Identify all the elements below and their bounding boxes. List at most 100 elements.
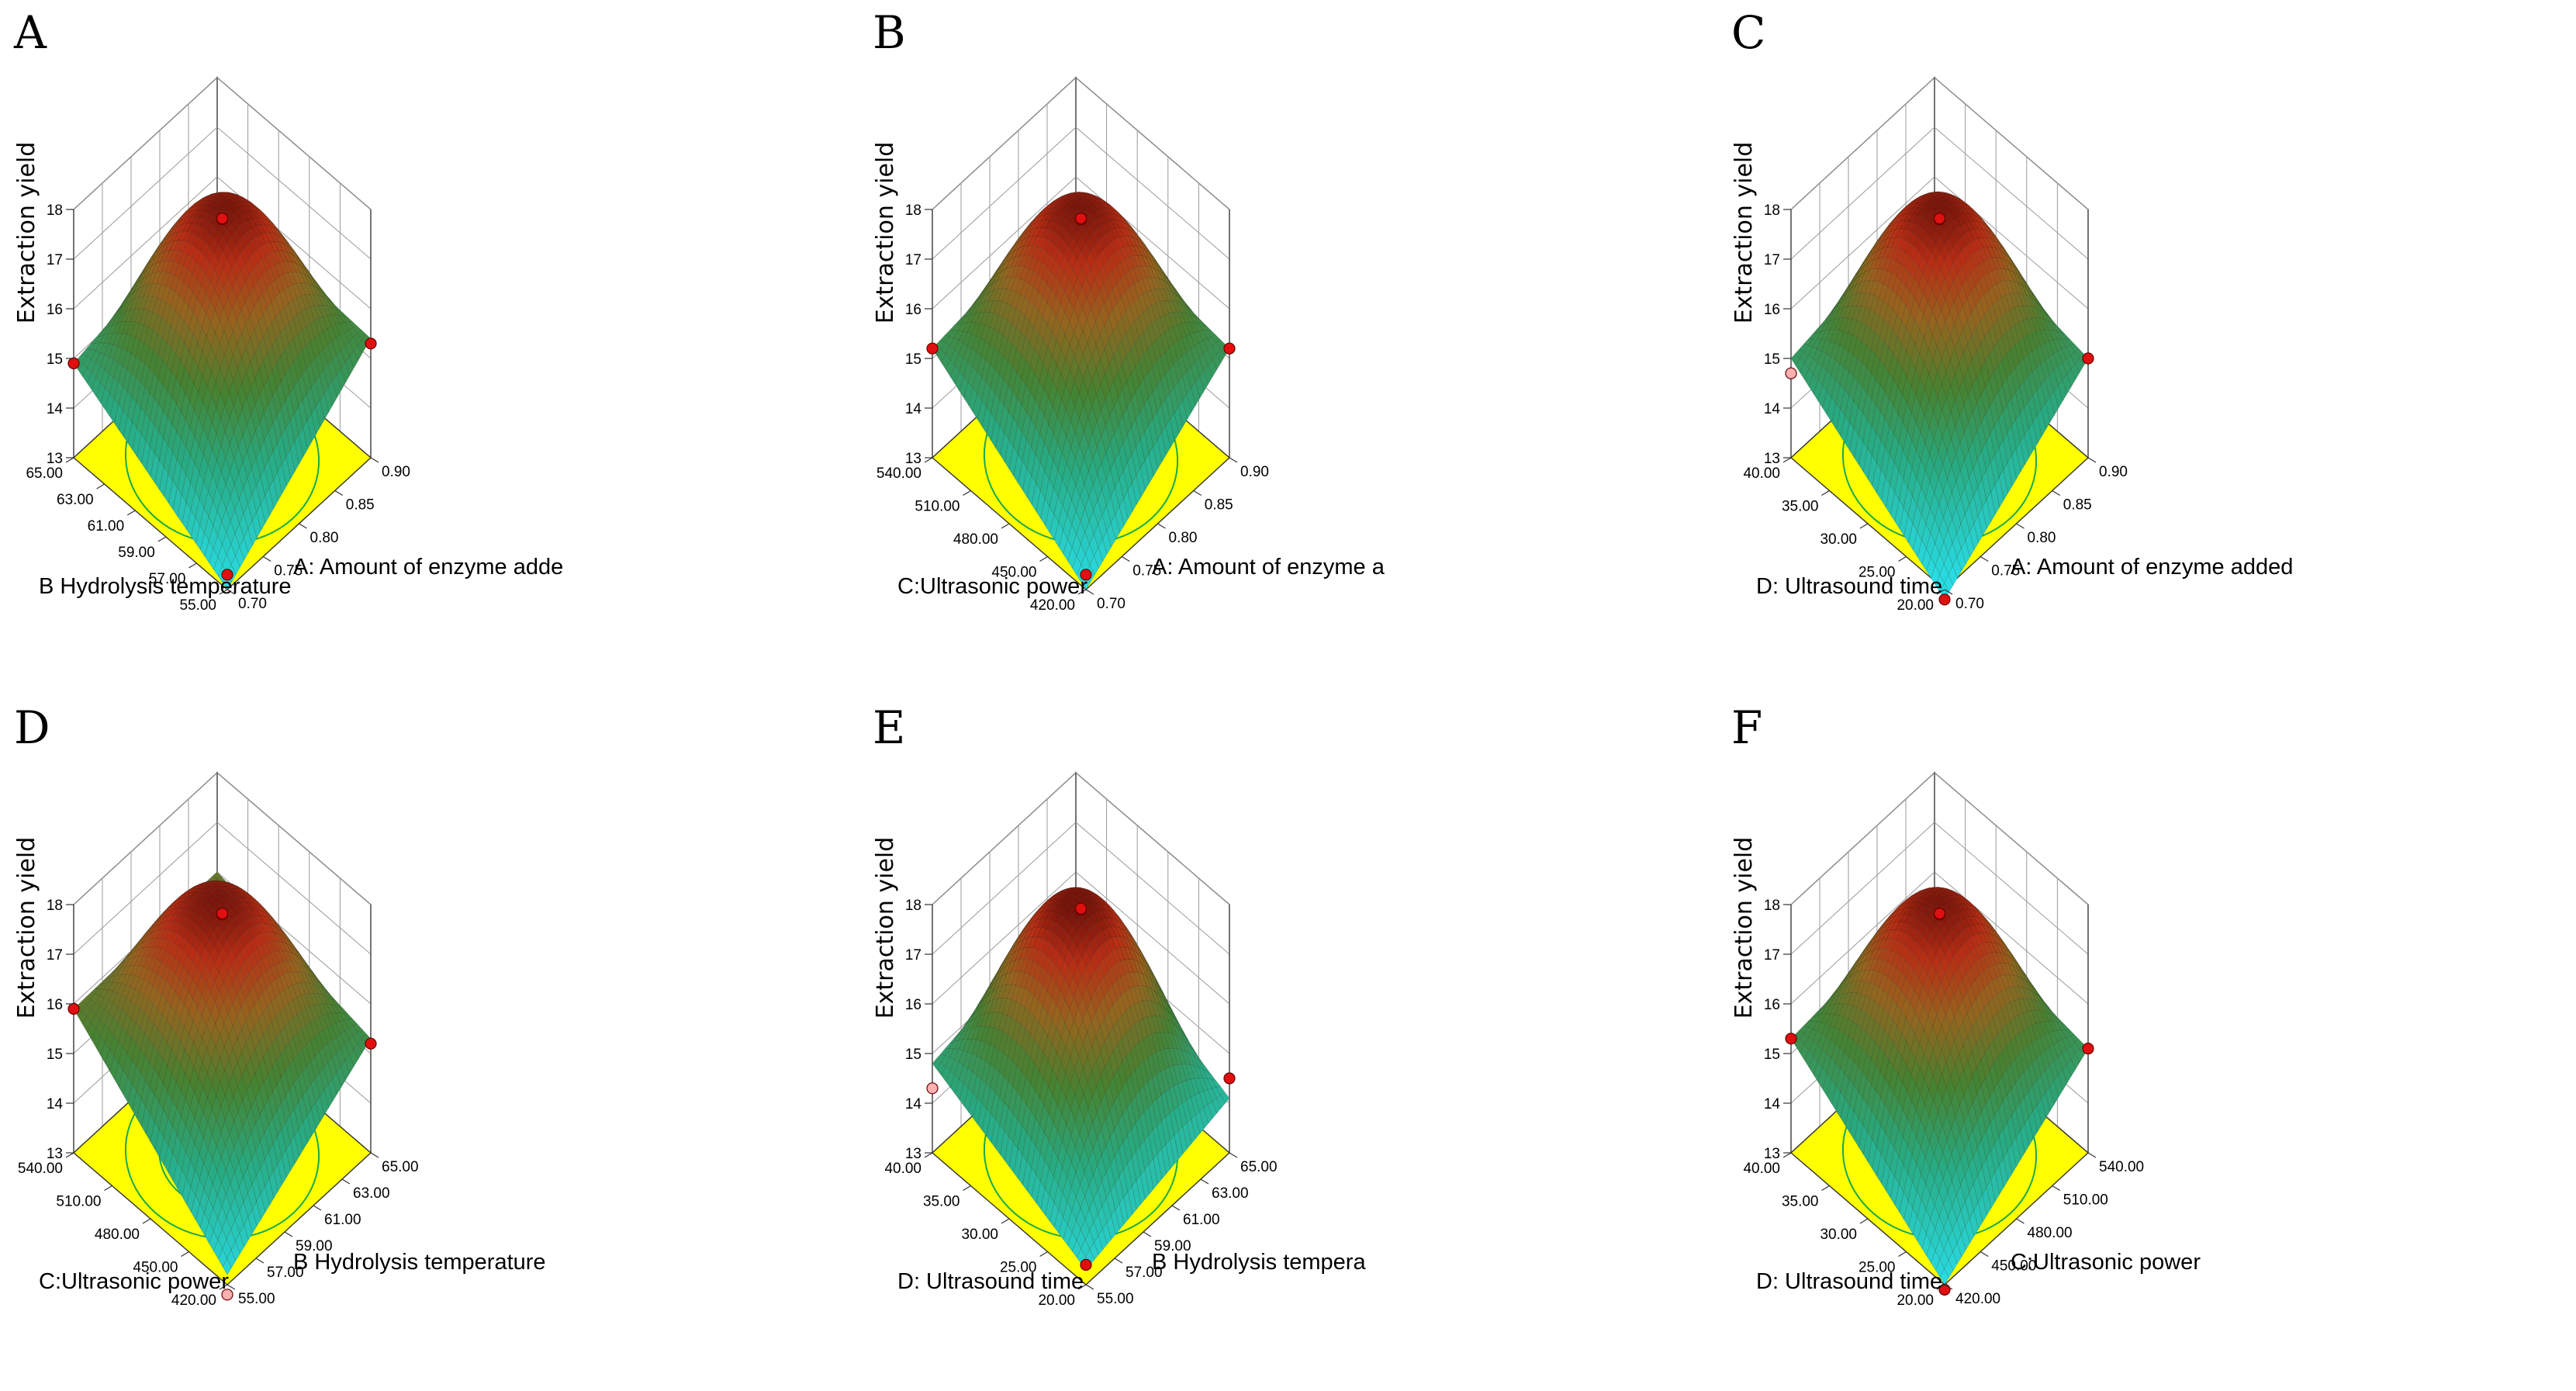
x-axis: 0.70 0.75 0.80 0.85 0.90 A: Amount of enzyme …	[1944, 457, 2293, 612]
y-tick-label: 450.00	[133, 1260, 178, 1276]
x-tick-label: 540.00	[2099, 1159, 2144, 1175]
x-axis: 0.70 0.75 0.80 0.85 0.90 A: Amount of enzyme …	[226, 457, 563, 612]
y-tick-label: 20.00	[1038, 1292, 1075, 1309]
z-tick-label: 15	[905, 351, 921, 368]
z-axis-label: Extraction yield	[13, 142, 40, 324]
x-tick-label: 57.00	[1125, 1265, 1163, 1281]
z-tick-label: 17	[47, 947, 63, 964]
z-axis-label: Extraction yield	[1731, 142, 1758, 324]
y-tick-label: 30.00	[1820, 1227, 1857, 1243]
y-tick-label: 61.00	[88, 518, 125, 535]
y-tick-label: 540.00	[18, 1161, 63, 1177]
design-point	[216, 213, 229, 225]
y-tick-label: 510.00	[915, 499, 960, 515]
y-tick-label: 57.00	[149, 571, 186, 587]
design-point	[2082, 1043, 2094, 1055]
y-tick-label: 420.00	[1030, 597, 1075, 614]
z-tick-label: 16	[1764, 997, 1780, 1013]
panel-letter: C	[1731, 6, 1765, 59]
x-tick-label: 450.00	[1991, 1258, 2036, 1275]
y-tick-label: 35.00	[1782, 1194, 1819, 1210]
y-axis: 55.00 57.00 59.00 61.00 63.00 65.00 B Hydrolys…	[26, 457, 292, 614]
z-tick-label: 16	[905, 302, 921, 318]
z-tick-label: 18	[47, 202, 63, 219]
y-tick-label: 40.00	[1743, 465, 1780, 482]
design-point	[926, 342, 939, 355]
x-tick-label: 0.70	[1097, 596, 1125, 612]
design-point	[365, 337, 377, 350]
design-point	[2082, 352, 2094, 365]
y-axis-label: C:Ultrasonic power	[897, 574, 1087, 599]
panel-letter: E	[873, 701, 905, 754]
y-tick-label: 30.00	[1820, 531, 1857, 548]
y-axis-label: D: Ultrasound time	[897, 1269, 1084, 1294]
design-point	[221, 1289, 233, 1301]
x-axis: 0.70 0.75 0.80 0.85 0.90 A: Amount of enzyme …	[1085, 457, 1385, 612]
y-tick-label: 420.00	[171, 1292, 216, 1309]
x-tick-label: 63.00	[1212, 1185, 1249, 1202]
design-point	[1785, 1033, 1797, 1045]
design-point	[1080, 569, 1092, 581]
x-axis-label: B Hydrolysis temperature	[293, 1250, 546, 1275]
x-tick-label: 61.00	[324, 1212, 361, 1228]
surface-plot-d: 13 14 15 16 17 18 Extraction yield 55.00 57.00 59…	[0, 695, 859, 1390]
z-tick-label: 16	[1764, 302, 1780, 318]
z-axis: 13 14 15 16 17 18 Extraction yield	[13, 837, 74, 1162]
z-tick-label: 17	[905, 947, 921, 964]
z-tick-label: 16	[47, 997, 63, 1013]
y-tick-label: 540.00	[877, 465, 921, 482]
x-tick-label: 57.00	[267, 1265, 304, 1281]
x-tick-label: 0.80	[310, 530, 339, 546]
z-tick-label: 16	[47, 302, 63, 318]
y-tick-label: 25.00	[1000, 1260, 1037, 1276]
x-axis-label: A: Amount of enzyme a	[1152, 555, 1385, 580]
x-tick-label: 510.00	[2063, 1192, 2108, 1209]
z-axis-label: Extraction yield	[872, 837, 899, 1019]
design-point	[1938, 593, 1951, 606]
x-tick-label: 0.70	[238, 596, 267, 612]
x-axis: 420.00 450.00 480.00 510.00 540.00 C:Ultrason…	[1944, 1152, 2201, 1307]
z-tick-label: 17	[1764, 947, 1780, 964]
z-axis-label: Extraction yield	[872, 142, 899, 324]
design-points	[926, 213, 1236, 581]
y-axis-label: D: Ultrasound time	[1756, 574, 1942, 599]
surface-plot-e: 13 14 15 16 17 18 Extraction yield 55.00 57.00 59…	[859, 695, 1717, 1390]
y-tick-label: 510.00	[56, 1194, 101, 1210]
x-tick-label: 0.85	[1205, 497, 1233, 514]
design-point	[1223, 342, 1236, 355]
z-axis: 13 14 15 16 17 18 Extraction yield	[872, 837, 932, 1162]
z-tick-label: 18	[1764, 898, 1780, 914]
x-tick-label: 61.00	[1183, 1212, 1220, 1228]
design-points	[926, 902, 1236, 1272]
z-tick-label: 18	[1764, 202, 1780, 219]
x-axis-label: A: Amount of enzyme adde	[293, 555, 563, 580]
y-tick-label: 65.00	[26, 465, 63, 482]
response-surface	[1790, 191, 2089, 600]
y-axis-label: D: Ultrasound time	[1756, 1269, 1942, 1294]
x-tick-label: 0.80	[1169, 530, 1198, 546]
x-tick-label: 480.00	[2028, 1225, 2073, 1241]
x-tick-label: 0.90	[2099, 464, 2128, 480]
surface-plot-c: 13 14 15 16 17 18 Extraction yield 0.70 0.75 0.80…	[1717, 0, 2576, 695]
z-tick-label: 18	[47, 898, 63, 914]
design-point	[1080, 1258, 1092, 1272]
design-points	[1785, 213, 2094, 606]
response-surface	[73, 871, 372, 1275]
x-axis-label: C:Ultrasonic power	[2011, 1250, 2201, 1275]
x-tick-label: 0.80	[2028, 530, 2056, 546]
z-tick-label: 13	[905, 1146, 921, 1162]
x-tick-label: 0.90	[382, 464, 410, 480]
y-tick-label: 480.00	[95, 1227, 140, 1243]
z-axis: 13 14 15 16 17 18 Extraction yield	[872, 142, 932, 467]
y-tick-label: 55.00	[179, 597, 216, 614]
x-axis-label: B Hydrolysis tempera	[1152, 1250, 1366, 1275]
y-tick-label: 25.00	[1859, 1260, 1896, 1276]
x-tick-label: 55.00	[238, 1291, 275, 1307]
y-axis: 420.00 450.00 480.00 510.00 540.00 C:Ultrason…	[877, 457, 1087, 614]
design-point	[1785, 367, 1797, 379]
y-tick-label: 450.00	[991, 565, 1036, 581]
design-point	[926, 1082, 939, 1095]
x-axis: 55.00 57.00 59.00 61.00 63.00 65.00 B Hydrolys…	[226, 1152, 546, 1307]
z-tick-label: 17	[1764, 252, 1780, 268]
z-tick-label: 15	[47, 351, 63, 368]
